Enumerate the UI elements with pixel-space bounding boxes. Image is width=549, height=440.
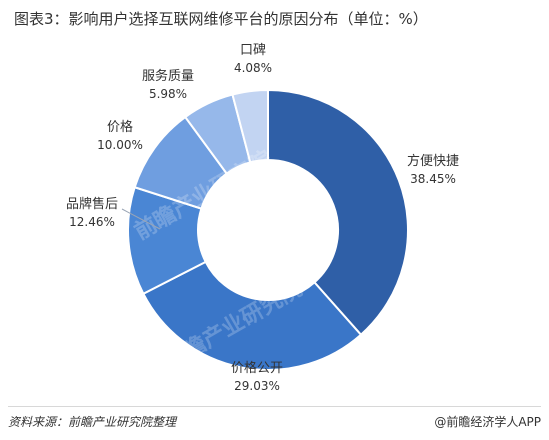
slice-value-label: 4.08% xyxy=(234,61,272,75)
slice-category-label: 服务质量 xyxy=(142,68,194,84)
slice-labels: 方便快捷 38.45% 价格公开 29.03% 品牌售后 12.46% 价格 10.00% 服务… xyxy=(66,42,459,393)
source-note: 资料来源：前瞻产业研究院整理 xyxy=(8,415,177,429)
slice-category-label: 价格公开 xyxy=(231,360,283,376)
slice-value-label: 10.00% xyxy=(97,138,143,152)
donut-slice-1 xyxy=(267,88,409,337)
chart-title: 图表3：影响用户选择互联网维修平台的原因分布（单位：%） xyxy=(14,10,428,28)
leader-line xyxy=(121,208,161,230)
slice-value-label: 5.98% xyxy=(149,87,187,101)
footer-divider xyxy=(8,406,541,407)
slice-category-label: 品牌售后 xyxy=(66,196,118,212)
slice-category-label: 方便快捷 xyxy=(407,153,459,169)
slice-value-label: 38.45% xyxy=(410,172,456,186)
donut-slice-6 xyxy=(231,88,269,164)
brand-credit: @前瞻经济学人APP xyxy=(434,415,541,429)
slice-value-label: 12.46% xyxy=(69,215,115,229)
donut-slices xyxy=(127,88,409,371)
slice-category-label: 口碑 xyxy=(240,42,266,58)
slice-value-label: 29.03% xyxy=(234,379,280,393)
donut-slice-2 xyxy=(141,260,363,371)
slice-category-label: 价格 xyxy=(107,119,133,135)
